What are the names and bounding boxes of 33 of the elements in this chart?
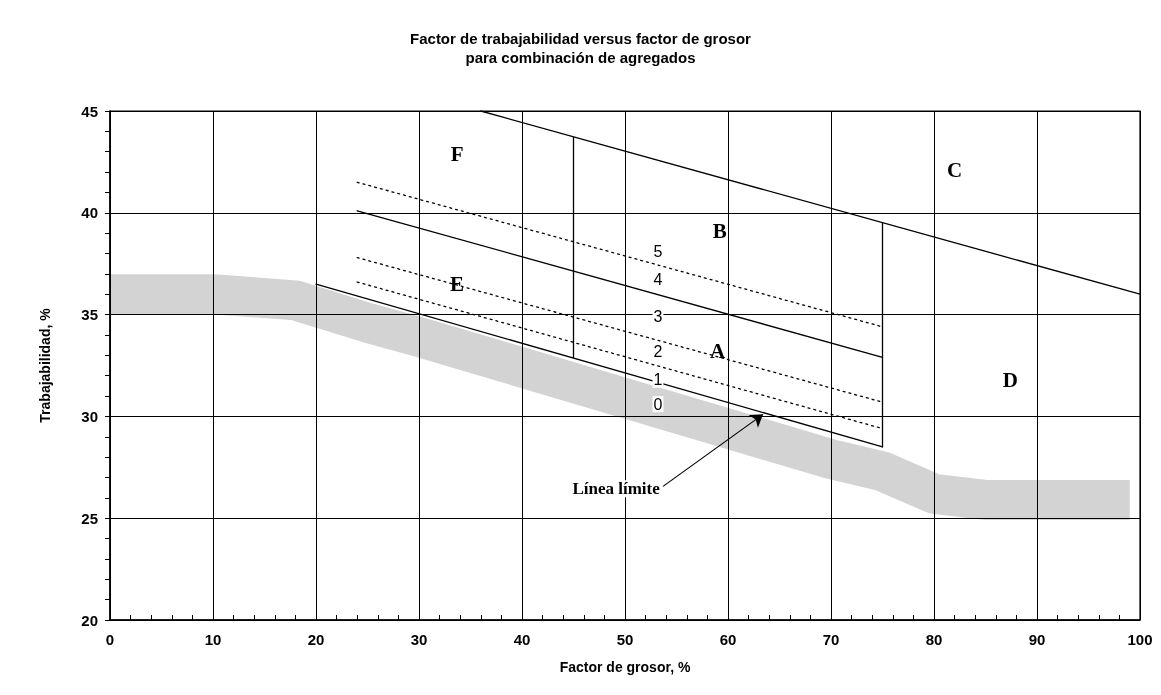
annotation: Línea límite [572,479,661,499]
x-tick-label: 0 [105,631,115,648]
x-tick-label: 40 [513,631,531,648]
y-tick-label: 30 [81,407,98,425]
annotation: F [450,141,464,166]
annotation: C [947,158,963,183]
y-axis-title: Trabajabilidad, % [37,307,53,423]
annotation: 2 [653,342,663,360]
x-tick-label: 90 [1028,631,1046,648]
x-tick-label: 100 [1127,631,1153,648]
annotation: 4 [653,271,663,289]
y-tick-label: 20 [81,611,98,629]
annotation: 1 [653,371,663,389]
annotation: E [450,272,465,297]
x-tick-label: 80 [925,631,943,648]
y-tick-label: 45 [81,102,98,120]
y-tick-label: 25 [81,509,98,527]
annotation: 0 [653,395,663,413]
x-tick-label: 20 [307,631,325,648]
x-axis-title: Factor de grosor, % [559,659,691,675]
x-tick-label: 60 [719,631,737,648]
annotation: 5 [653,242,663,260]
x-tick-label: 50 [616,631,634,648]
x-tick-label: 30 [410,631,428,648]
chart-title: Factor de trabajabilidad versus factor de grosor para combinación de agregados [410,30,752,66]
x-tick-label: 10 [204,631,222,648]
x-tick-label: 70 [822,631,840,648]
annotation: B [712,219,727,244]
y-tick-label: 40 [81,204,98,222]
y-tick-label: 35 [81,306,98,324]
annotation: D [1002,367,1018,392]
annotation: A [710,339,727,364]
annotation: 3 [653,308,663,326]
